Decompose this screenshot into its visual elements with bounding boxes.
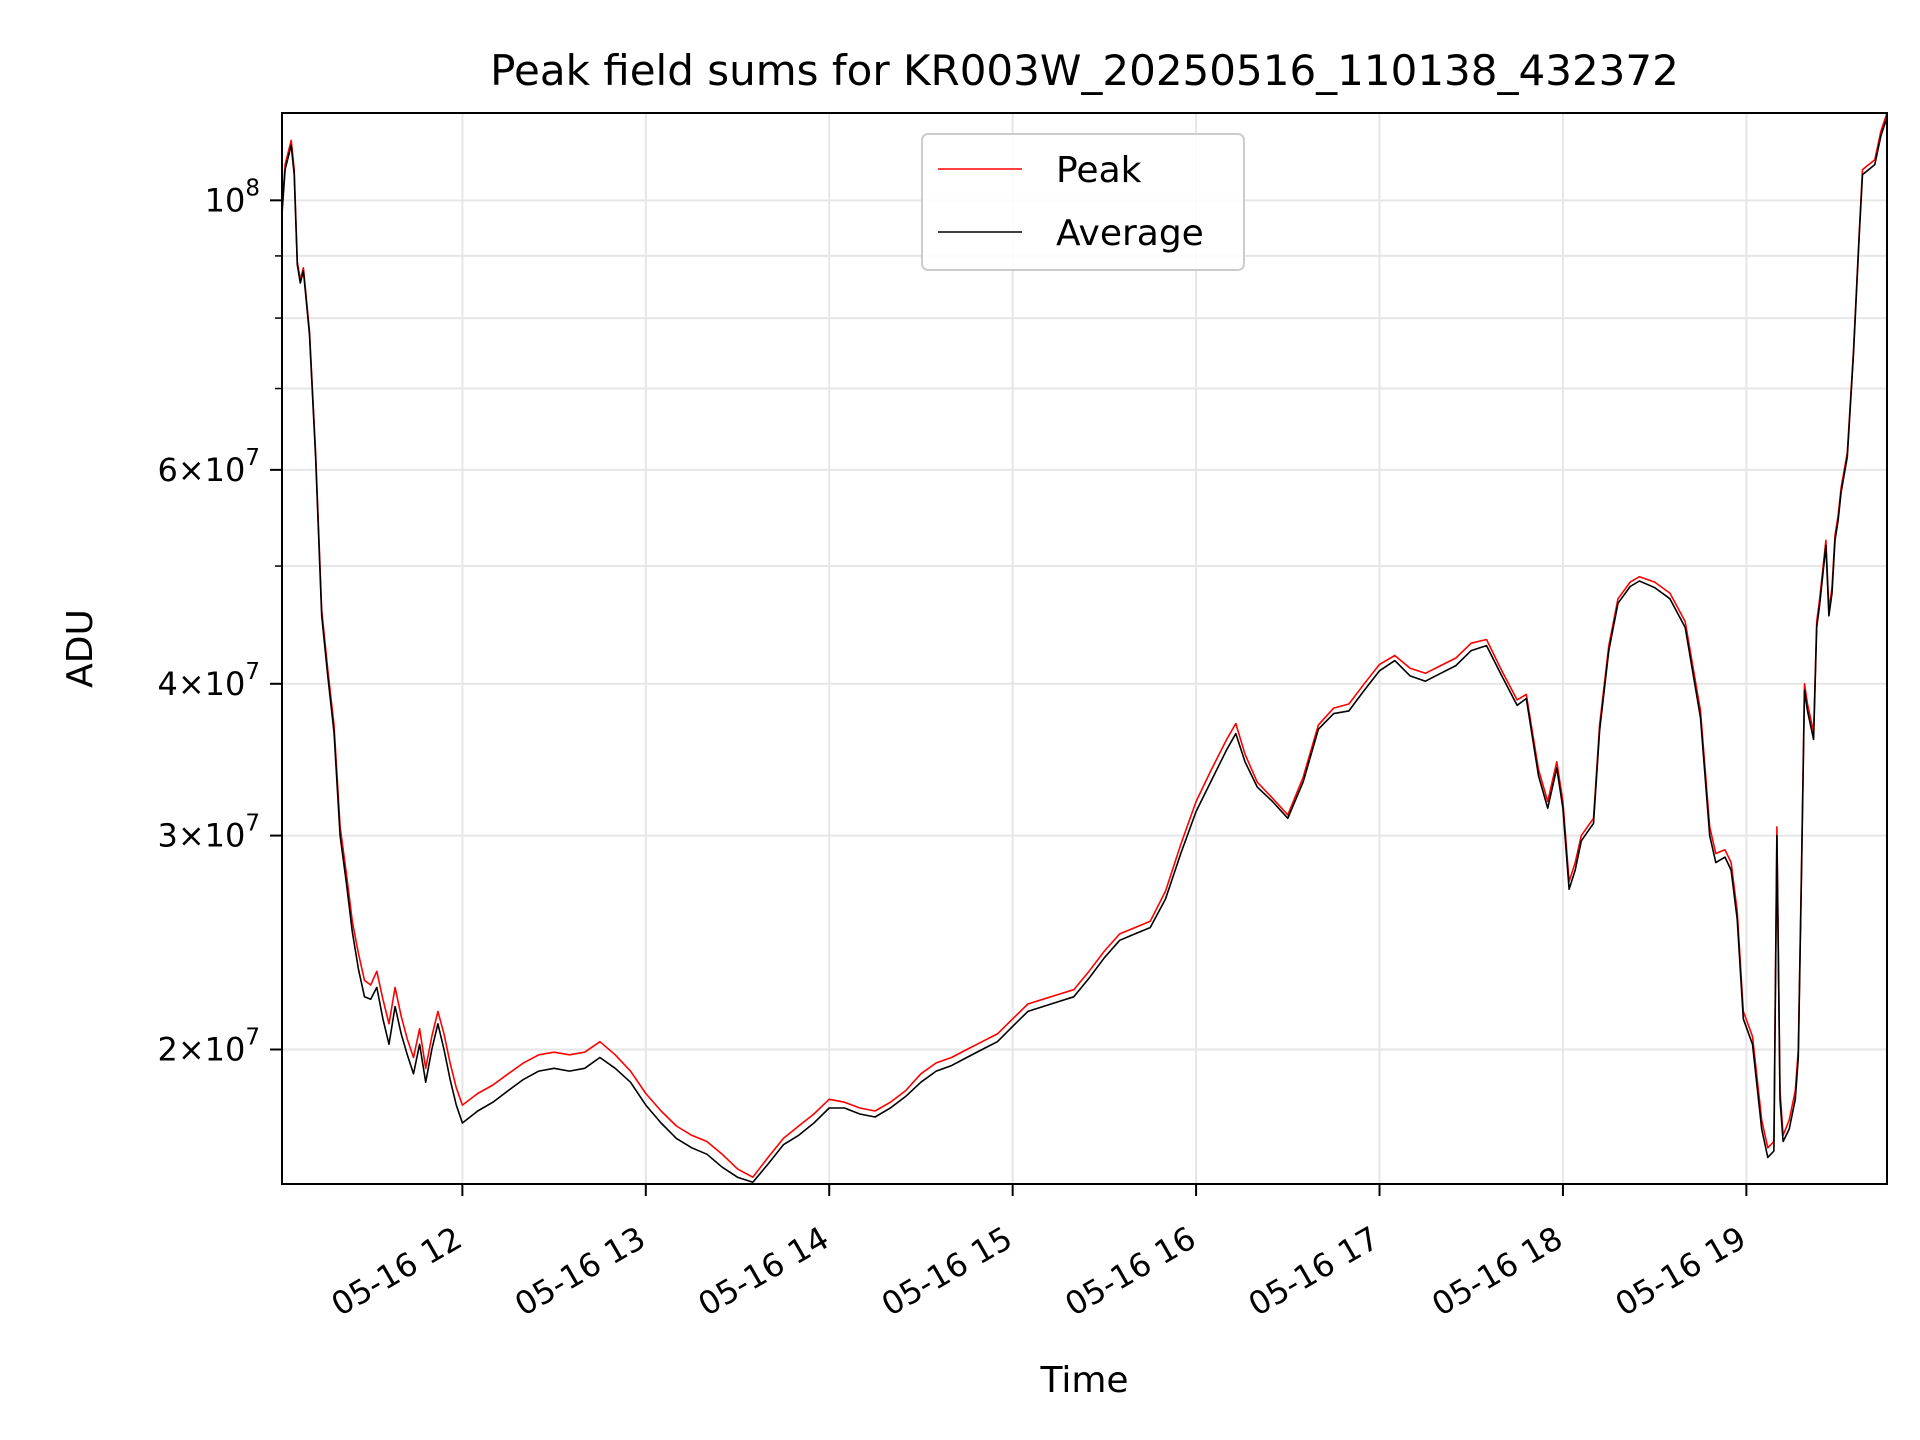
y-tick-label: 6×107 bbox=[157, 445, 260, 489]
y-tick-label: 4×107 bbox=[157, 659, 260, 703]
plot-frame bbox=[281, 112, 1888, 1185]
legend-box bbox=[921, 133, 1245, 271]
x-axis-title: Time bbox=[1039, 1360, 1128, 1401]
chart-title: Peak field sums for KR003W_20250516_1101… bbox=[490, 46, 1679, 95]
y-tick-label: 2×107 bbox=[157, 1025, 260, 1069]
y-axis-title: ADU bbox=[60, 609, 101, 688]
grid bbox=[282, 113, 1887, 1184]
series-line-peak bbox=[281, 112, 1888, 1178]
plot-lines bbox=[281, 112, 1888, 1184]
legend-label-peak: Peak bbox=[1056, 150, 1142, 191]
series-line-average bbox=[281, 117, 1888, 1184]
legend-label-average: Average bbox=[1056, 213, 1204, 254]
legend: Peak Average bbox=[921, 133, 1245, 271]
y-tick-label: 108 bbox=[205, 175, 260, 219]
y-tick-label: 3×107 bbox=[157, 811, 260, 855]
